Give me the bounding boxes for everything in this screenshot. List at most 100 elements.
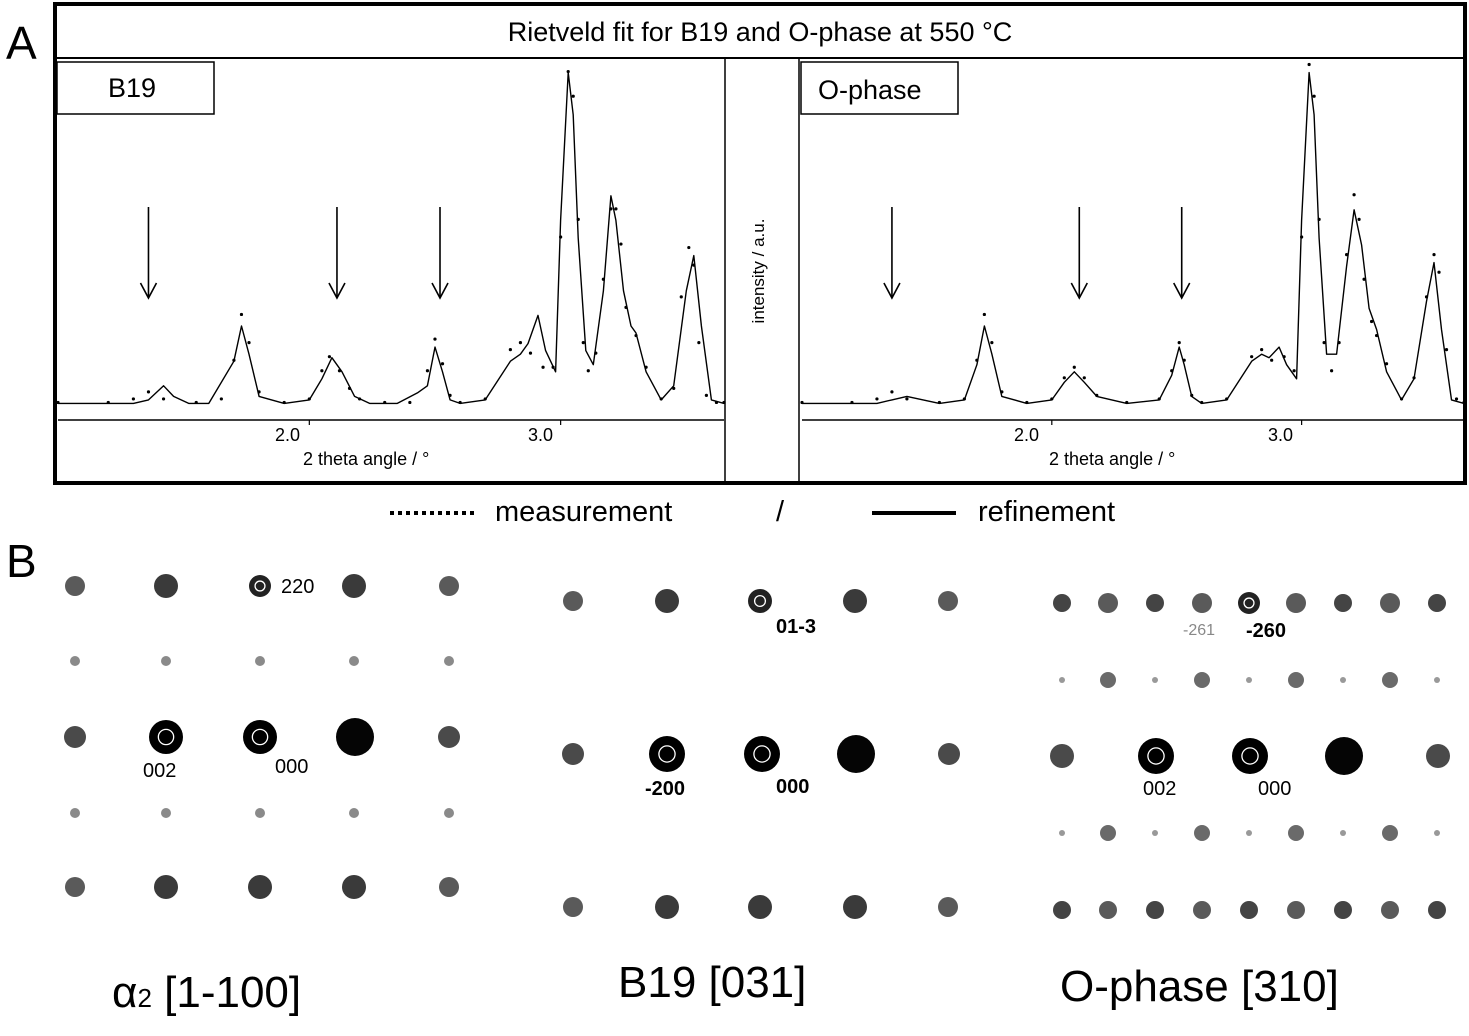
panel-a-frame [53, 2, 1467, 485]
diffraction-spot [837, 735, 875, 773]
measurement-point [541, 365, 545, 369]
measurement-point [1312, 94, 1316, 98]
diffraction-spot [349, 808, 359, 818]
diffraction-spot [1050, 744, 1074, 768]
measurement-point [586, 369, 590, 373]
diffraction-spot [938, 743, 960, 765]
diffraction-spot [1428, 901, 1446, 919]
measurement-point [327, 355, 332, 359]
spot-ring [157, 728, 175, 746]
legend-refinement: refinement [978, 496, 1116, 528]
measurement-point [1352, 193, 1356, 197]
series-refinement-line [58, 71, 725, 405]
diffraction-spot [1059, 677, 1065, 683]
measurement-point [704, 393, 709, 397]
diffraction-spot [1286, 593, 1306, 613]
spot-ring [1243, 597, 1255, 609]
measurement-point [1322, 341, 1326, 345]
measurement-point [1250, 355, 1254, 359]
diffraction-spot [248, 875, 272, 899]
panel-a-title: Rietveld fit for B19 and O-phase at 550 … [507, 17, 1013, 47]
diffraction-spot [65, 576, 85, 596]
hkl-label: 000 [1258, 778, 1292, 800]
diffraction-spot [1334, 901, 1352, 919]
diffraction-spot [1152, 830, 1158, 836]
measurement-point [890, 390, 894, 394]
measurement-point [1454, 397, 1459, 401]
measurement-point [1437, 270, 1441, 274]
diffraction-spot [439, 877, 459, 897]
diffraction-spot [349, 656, 359, 666]
diffraction-spot [154, 574, 178, 598]
diffraction-spot [70, 656, 80, 666]
panel-b: B 220 002 000 01-3 -200 000 -261 -260 00… [0, 530, 1469, 1036]
zone-axis-label: α2 [1-100] [112, 968, 302, 1017]
measurement-point [528, 351, 533, 355]
hkl-label: 002 [143, 760, 177, 782]
diffraction-spot [336, 718, 374, 756]
diffraction-spot [843, 895, 867, 919]
measurement-point [687, 245, 691, 250]
diffraction-spot [938, 591, 958, 611]
diffraction-spot [748, 589, 772, 613]
diffraction-spot [1099, 901, 1117, 919]
diffraction-spot [161, 656, 171, 666]
diffraction-spot [444, 808, 454, 818]
diffraction-spot [149, 720, 183, 754]
measurement-point [581, 341, 585, 345]
measurement-point [679, 295, 683, 299]
diffraction-spot [1288, 672, 1304, 688]
legend-solid-line-icon [872, 511, 956, 515]
diffraction-spot [1434, 830, 1440, 836]
arrow-head-icon [883, 282, 901, 300]
measurement-point [518, 341, 523, 345]
diffraction-spot [1138, 738, 1174, 774]
diffraction-spot [1428, 594, 1446, 612]
diffraction-spot [655, 589, 679, 613]
measurement-point [508, 348, 512, 352]
measurement-point [1330, 369, 1334, 373]
diffraction-spot [438, 726, 460, 748]
measurement-point [1432, 253, 1436, 257]
diffraction-spot [1192, 593, 1212, 613]
diffraction-spot [1194, 825, 1210, 841]
measurement-point [440, 362, 445, 366]
measurement-point [905, 397, 909, 401]
diffraction-spot [1334, 594, 1352, 612]
spot-ring [658, 745, 676, 763]
diffraction-spot [1100, 825, 1116, 841]
diffraction-spot [1238, 592, 1260, 614]
measurement-point [247, 341, 251, 345]
y-axis-label: intensity / a.u. [749, 218, 768, 324]
spot-ring [753, 745, 771, 763]
spot-ring [251, 728, 269, 746]
diffraction-spot [342, 574, 366, 598]
panel-label-a: A [6, 17, 37, 69]
arrow-head-icon [328, 282, 346, 300]
diffraction-spot [1152, 677, 1158, 683]
diffraction-spot [655, 895, 679, 919]
zone-axis-label: O-phase [310] [1060, 962, 1339, 1011]
diffraction-spot [255, 656, 265, 666]
measurement-point [425, 369, 430, 373]
x-tick-label: 2.0 [275, 425, 301, 445]
diffraction-spot [1426, 744, 1450, 768]
measurement-point [982, 312, 986, 317]
x-tick-label: 3.0 [528, 425, 554, 445]
diffraction-spot [563, 897, 583, 917]
diffraction-spot [1240, 901, 1258, 919]
legend-dotted-line-icon [390, 511, 474, 515]
diffraction-spot [748, 895, 772, 919]
arrow-head-icon [1173, 282, 1191, 300]
diffraction-spot [744, 736, 780, 772]
diffraction-spot [70, 808, 80, 818]
diffraction-spot [1146, 594, 1164, 612]
x-tick-label: 3.0 [1268, 425, 1294, 445]
diffraction-spot [249, 575, 271, 597]
diffraction-patterns [64, 574, 1450, 919]
diffraction-spot [1288, 825, 1304, 841]
measurement-point [1384, 362, 1389, 366]
diffraction-spot [64, 726, 86, 748]
spot-ring [254, 580, 266, 592]
measurement-point [1292, 369, 1296, 373]
